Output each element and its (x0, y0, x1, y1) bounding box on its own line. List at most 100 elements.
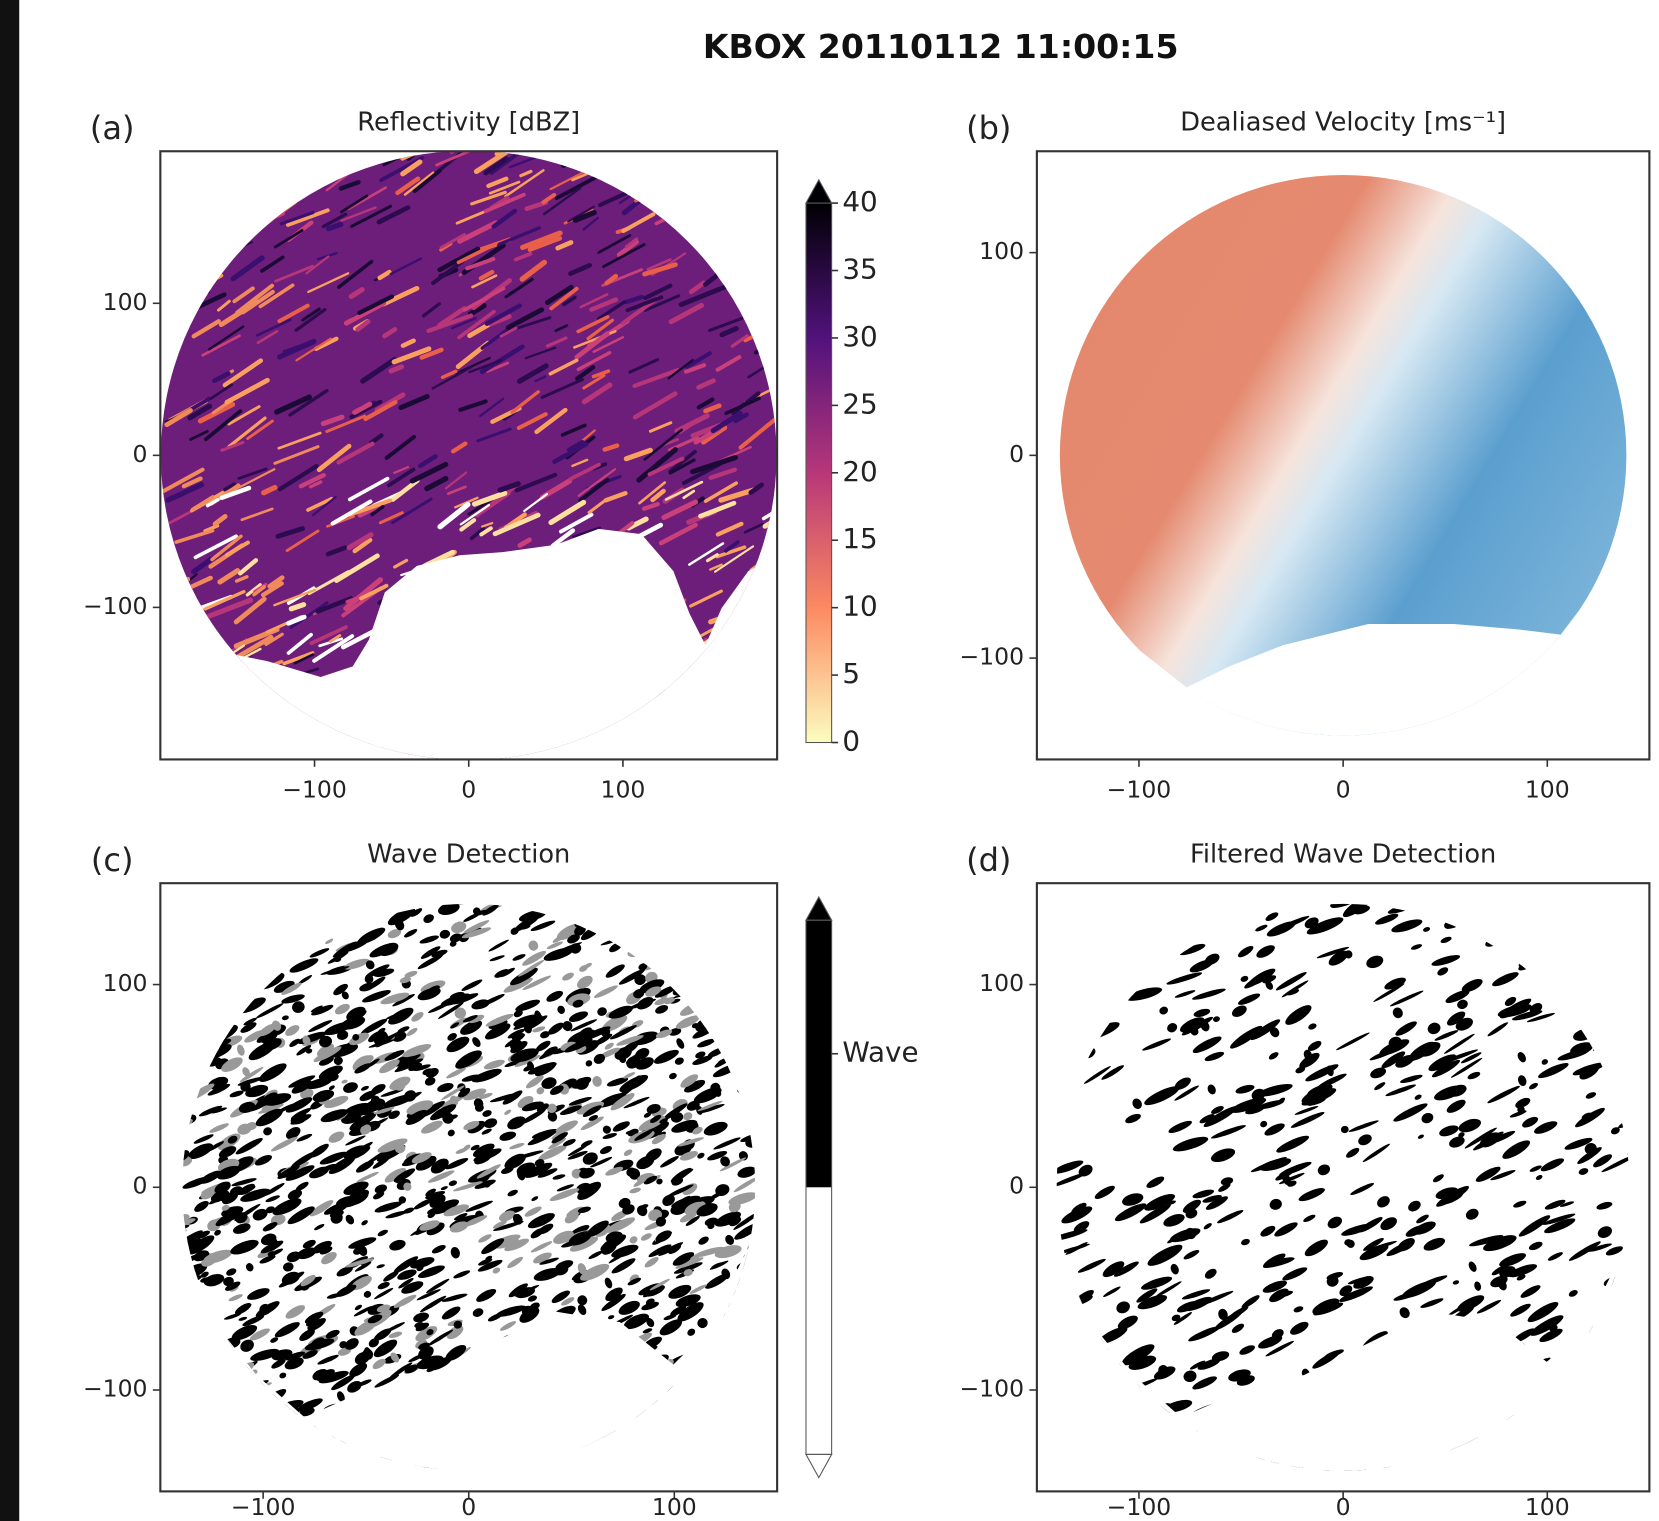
field-blob (673, 1436, 700, 1450)
field-blob (599, 919, 621, 937)
field-blob (1582, 928, 1600, 943)
field-blob (229, 887, 259, 912)
field-blob (188, 1028, 207, 1044)
field-blob (1458, 1476, 1487, 1493)
field-streak (235, 709, 274, 727)
field-blob (738, 1356, 764, 1372)
field-streak (757, 243, 771, 250)
field-blob (228, 981, 238, 989)
field-blob (1326, 1214, 1345, 1230)
field-blob (1420, 1297, 1445, 1310)
field-blob (214, 952, 239, 970)
field-blob (503, 1109, 512, 1116)
field-blob (732, 1417, 752, 1431)
field-blob (1081, 1359, 1103, 1378)
field-blob (713, 1136, 742, 1151)
field-streak (202, 693, 233, 705)
field-blob (1167, 1119, 1193, 1136)
field-streak (723, 222, 753, 241)
field-blob (1073, 1395, 1085, 1407)
field-blob (642, 916, 674, 934)
field-blob (1130, 1432, 1167, 1458)
field-blob (264, 877, 284, 892)
field-blob (747, 919, 761, 931)
field-blob (749, 1277, 778, 1295)
field-blob (175, 1312, 206, 1329)
field-blob (627, 911, 650, 925)
field-blob (208, 961, 230, 977)
field-streak (172, 269, 212, 288)
field-blob (1373, 1081, 1386, 1092)
field-blob (1584, 1356, 1597, 1369)
field-streak (649, 144, 690, 163)
field-blob (1132, 1443, 1162, 1462)
field-blob (1521, 910, 1549, 933)
field-blob (164, 1071, 184, 1081)
field-blob (741, 1434, 752, 1446)
field-blob (448, 1179, 458, 1187)
field-blob (1610, 902, 1636, 916)
y-tick-label: 0 (133, 440, 148, 468)
field-blob (700, 919, 719, 935)
y-tick-label: 0 (133, 1172, 148, 1200)
field-blob (507, 1188, 519, 1197)
field-blob (1038, 920, 1065, 936)
field-blob (177, 1459, 207, 1475)
field-blob (1524, 952, 1537, 963)
field-blob (248, 1469, 275, 1486)
field-blob (717, 1030, 727, 1040)
field-streak (174, 283, 184, 290)
field-blob (1467, 1070, 1482, 1080)
field-streak (227, 147, 250, 165)
field-blob (629, 916, 659, 932)
y-tick-label: 100 (979, 237, 1024, 265)
field-blob (237, 1418, 252, 1431)
field-blob (1104, 926, 1135, 942)
field-blob (213, 935, 243, 948)
field-blob (1568, 1365, 1596, 1385)
field-blob (698, 1455, 716, 1470)
field-blob (681, 967, 699, 983)
field-blob (625, 1441, 634, 1450)
field-blob (640, 1232, 653, 1243)
field-blob (173, 967, 203, 990)
field-blob (1209, 1146, 1237, 1165)
field-blob (1534, 938, 1556, 955)
field-blob (635, 905, 645, 914)
x-tick-label: −100 (282, 776, 347, 804)
field-blob (179, 1476, 212, 1496)
field-blob (1486, 1084, 1521, 1105)
field-blob (1631, 1405, 1658, 1425)
field-blob (531, 1195, 539, 1202)
field-blob (301, 883, 316, 895)
field-blob (748, 1393, 765, 1402)
field-blob (233, 991, 252, 1007)
field-streak (374, 153, 395, 160)
field-blob (1069, 1367, 1109, 1389)
field-blob (294, 1180, 309, 1193)
field-blob (232, 1426, 256, 1443)
field-streak (746, 266, 759, 272)
field-blob (209, 1389, 239, 1408)
field-blob (403, 928, 418, 940)
field-blob (695, 1316, 709, 1330)
field-blob (151, 1090, 171, 1101)
field-blob (1303, 1469, 1314, 1478)
field-blob (1509, 1457, 1530, 1471)
field-blob (169, 1320, 186, 1334)
x-tick-label: 0 (461, 1493, 476, 1521)
field-blob (1442, 891, 1476, 906)
field-blob (309, 947, 330, 959)
field-blob (313, 1223, 325, 1232)
field-blob (727, 895, 754, 910)
field-streak (632, 168, 648, 174)
field-blob (290, 899, 319, 914)
field-blob (1187, 898, 1221, 922)
field-blob (678, 998, 707, 1019)
field-blob (693, 1422, 716, 1437)
field-streak (745, 622, 777, 642)
field-blob (1060, 973, 1100, 989)
field-blob (1064, 1454, 1076, 1462)
field-blob (1043, 901, 1059, 914)
field-blob (498, 1130, 517, 1143)
